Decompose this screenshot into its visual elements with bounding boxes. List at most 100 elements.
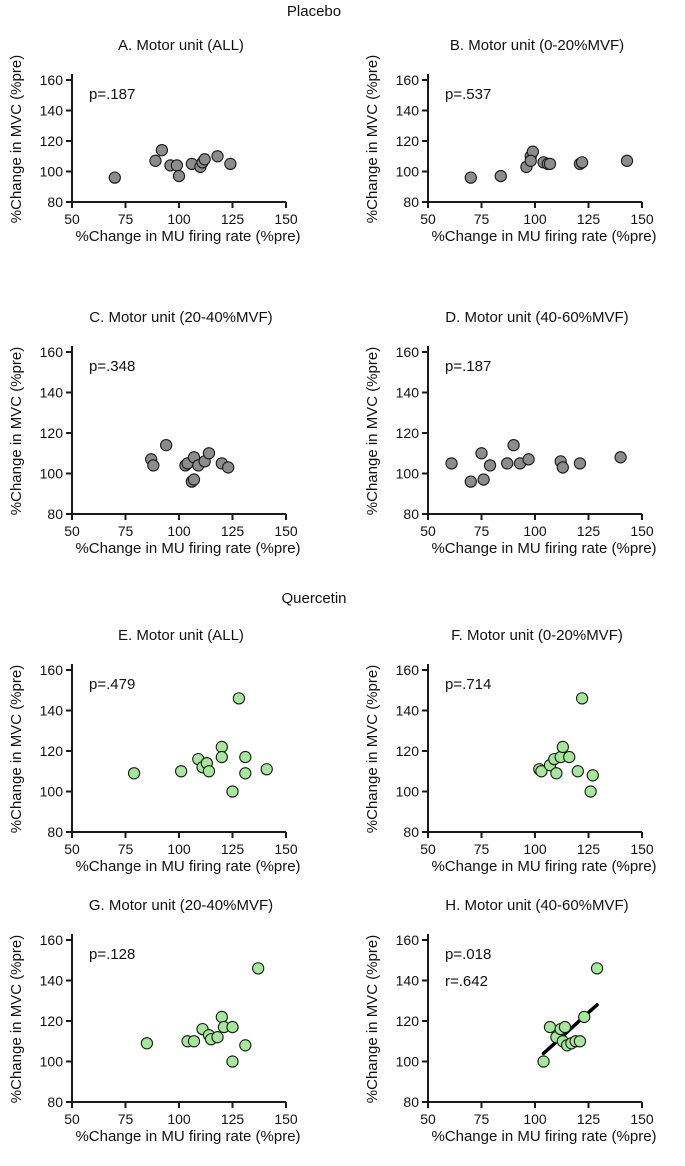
data-point-g [252, 962, 265, 975]
data-point-e [127, 767, 141, 780]
data-point-e [174, 765, 188, 778]
x-tick-label-f: 150 [630, 841, 654, 857]
y-axis-label-h: %Change in MVC (%pre) [364, 935, 381, 1103]
x-tick-label-a: 125 [221, 211, 245, 227]
y-tick-label-e: 120 [40, 743, 64, 759]
y-tick-label-c: 120 [40, 425, 64, 441]
x-axis-label-c: %Change in MU firing rate (%pre) [75, 540, 300, 557]
data-point-f [586, 769, 599, 782]
panel-a: A. Motor unit (ALL) 80 100 120 140 160 50 75 100… [8, 37, 301, 245]
data-point-b [464, 171, 477, 184]
x-tick-label-f: 75 [474, 841, 490, 857]
y-tick-label-f: 120 [396, 743, 420, 759]
panel-h: H. Motor unit (40-60%MVF) 80 100 120 140 160 5… [364, 897, 657, 1145]
data-point-a [211, 150, 224, 163]
x-axis-label-e: %Change in MU firing rate (%pre) [75, 858, 300, 875]
y-tick-label-f: 80 [403, 824, 419, 840]
x-tick-label-e: 125 [221, 841, 245, 857]
x-tick-label-a: 50 [64, 211, 80, 227]
data-point-h [543, 1020, 557, 1034]
x-tick-label-d: 100 [523, 523, 547, 539]
x-axis-label-h: %Change in MU firing rate (%pre) [431, 1128, 656, 1145]
p-value-b: p=.537 [445, 86, 491, 103]
y-tick-label-a: 140 [40, 103, 64, 119]
x-tick-label-c: 100 [167, 523, 191, 539]
data-point-h [537, 1055, 550, 1068]
data-point-e [239, 750, 252, 764]
y-tick-label-d: 80 [403, 506, 419, 522]
y-tick-label-e: 140 [40, 703, 64, 719]
y-tick-label-d: 160 [396, 344, 420, 360]
data-point-a [224, 157, 237, 171]
x-tick-label-b: 75 [474, 211, 490, 227]
y-tick-label-d: 120 [396, 425, 420, 441]
x-tick-label-d: 150 [630, 523, 654, 539]
x-tick-label-a: 75 [118, 211, 134, 227]
data-point-h [578, 1010, 591, 1024]
y-tick-label-c: 80 [47, 506, 63, 522]
data-point-c [160, 438, 173, 452]
x-axis-label-d: %Change in MU firing rate (%pre) [431, 540, 656, 557]
data-point-f [556, 740, 569, 754]
x-tick-label-d: 50 [420, 523, 436, 539]
y-tick-label-b: 140 [396, 103, 420, 119]
data-point-a [198, 153, 211, 166]
x-tick-label-c: 125 [221, 523, 245, 539]
data-point-f [575, 692, 589, 705]
y-tick-label-g: 120 [40, 1013, 64, 1029]
y-tick-label-h: 160 [396, 932, 420, 948]
data-point-a [149, 154, 162, 167]
panel-title-f: F. Motor unit (0-20%MVF) [451, 627, 623, 644]
panel-d: D. Motor unit (40-60%MVF) 80 100 120 140 160 5… [364, 309, 657, 557]
x-tick-label-a: 150 [274, 211, 298, 227]
data-point-f [571, 765, 584, 778]
y-tick-label-h: 80 [403, 1094, 419, 1110]
r-value-h: r=.642 [445, 973, 488, 990]
data-point-b [620, 154, 634, 167]
data-point-a [155, 143, 169, 157]
y-tick-label-f: 100 [396, 784, 420, 800]
y-tick-label-g: 140 [40, 973, 64, 989]
y-tick-label-a: 120 [40, 133, 64, 149]
data-point-d [614, 451, 627, 464]
x-tick-label-b: 100 [523, 211, 547, 227]
data-point-g [226, 1020, 239, 1034]
y-tick-label-e: 80 [47, 824, 63, 840]
data-point-d [477, 473, 490, 486]
data-point-c [187, 473, 201, 486]
data-point-d [507, 438, 520, 452]
data-point-e [202, 765, 216, 778]
data-point-g [226, 1055, 239, 1068]
x-tick-label-c: 150 [274, 523, 298, 539]
x-tick-label-g: 125 [221, 1111, 245, 1127]
panel-c: C. Motor unit (20-40%MVF) 80 100 120 140 160 5… [8, 309, 301, 557]
y-tick-label-e: 160 [40, 662, 64, 678]
y-tick-label-h: 100 [396, 1054, 420, 1070]
group-title-quercetin: Quercetin [281, 590, 346, 607]
x-tick-label-e: 75 [118, 841, 134, 857]
y-tick-label-e: 100 [40, 784, 64, 800]
x-tick-label-c: 50 [64, 523, 80, 539]
x-tick-label-g: 100 [167, 1111, 191, 1127]
data-point-d [556, 461, 569, 474]
data-point-h [558, 1020, 572, 1034]
x-tick-label-g: 75 [118, 1111, 134, 1127]
panel-title-a: A. Motor unit (ALL) [118, 37, 244, 54]
data-point-a [170, 159, 184, 172]
p-value-g: p=.128 [89, 946, 135, 963]
panel-f: F. Motor unit (0-20%MVF) 80 100 120 140 160 50… [364, 627, 657, 875]
x-tick-label-e: 100 [167, 841, 191, 857]
y-axis-label-f: %Change in MVC (%pre) [364, 665, 381, 833]
data-point-c [222, 461, 235, 474]
panel-title-c: C. Motor unit (20-40%MVF) [89, 309, 272, 326]
panel-g: G. Motor unit (20-40%MVF) 80 100 120 140 160 5… [8, 897, 301, 1145]
data-point-d [573, 457, 587, 470]
data-point-b [543, 157, 557, 171]
y-axis-label-d: %Change in MVC (%pre) [364, 347, 381, 515]
x-axis-label-a: %Change in MU firing rate (%pre) [75, 228, 300, 245]
y-axis-label-b: %Change in MVC (%pre) [364, 55, 381, 223]
panel-title-b: B. Motor unit (0-20%MVF) [450, 37, 624, 54]
y-tick-label-g: 80 [47, 1094, 63, 1110]
x-tick-label-e: 50 [64, 841, 80, 857]
y-tick-label-b: 120 [396, 133, 420, 149]
